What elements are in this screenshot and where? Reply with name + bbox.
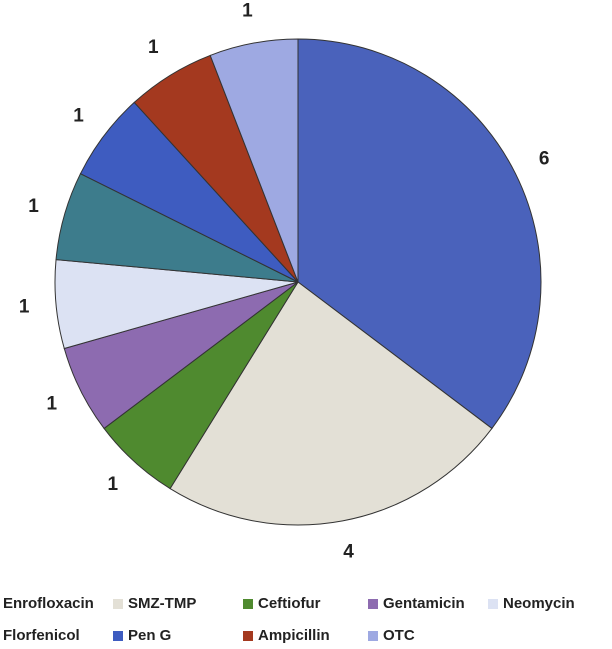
data-label: 1: [242, 1, 253, 22]
legend-label: Enrofloxacin: [3, 595, 94, 612]
data-label: 1: [19, 296, 30, 317]
data-label: 4: [343, 541, 354, 562]
legend-swatch: [488, 599, 498, 609]
legend-swatch: [113, 631, 123, 641]
legend-label: SMZ-TMP: [128, 595, 196, 612]
data-label: 1: [47, 394, 58, 415]
data-label: 1: [148, 37, 159, 58]
legend-swatch: [113, 599, 123, 609]
legend-label: Ampicillin: [258, 627, 330, 644]
legend-swatch: [368, 631, 378, 641]
data-label: 1: [73, 105, 84, 126]
legend-label: OTC: [383, 627, 415, 644]
legend-swatch: [368, 599, 378, 609]
legend-label: Pen G: [128, 627, 171, 644]
legend-swatch: [243, 631, 253, 641]
pie-slice: [209, 38, 299, 283]
data-label: 1: [28, 196, 39, 217]
legend-label: Neomycin: [503, 595, 575, 612]
legend-label: Gentamicin: [383, 595, 465, 612]
pie-slice: [169, 281, 493, 526]
data-label: 6: [539, 148, 550, 169]
legend-label: Florfenicol: [3, 627, 80, 644]
data-label: 1: [107, 474, 118, 495]
legend-swatch: [243, 599, 253, 609]
pie-slice: [297, 38, 542, 430]
legend-label: Ceftiofur: [258, 595, 321, 612]
